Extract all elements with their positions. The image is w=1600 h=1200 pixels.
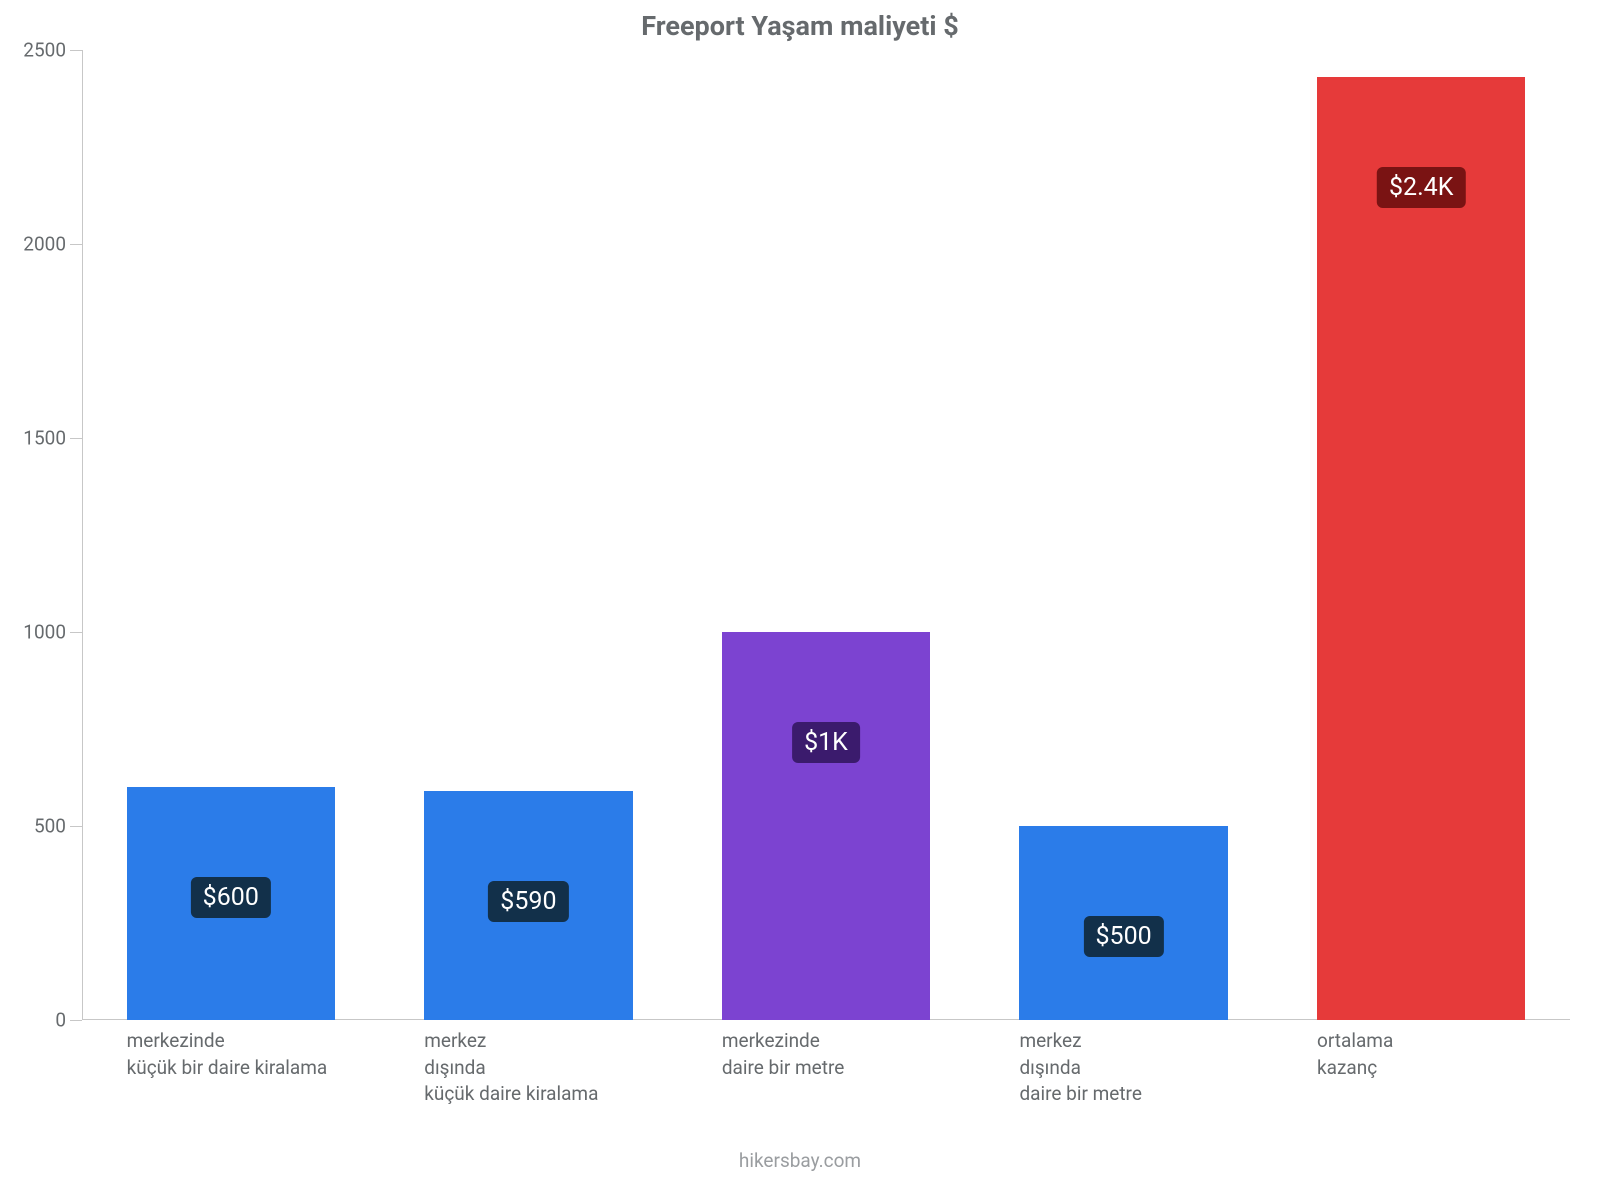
- bar-value-badge: $590: [488, 881, 568, 922]
- attribution-text: hikersbay.com: [0, 1149, 1600, 1172]
- x-category-label: merkezinde küçük bir daire kiralama: [127, 1028, 328, 1081]
- bar: $500: [1019, 826, 1227, 1020]
- y-tick-label: 1500: [23, 427, 82, 450]
- bar-value-badge: $600: [191, 877, 271, 918]
- y-tick-label: 2000: [23, 233, 82, 256]
- bar-value-badge: $2.4K: [1377, 167, 1465, 208]
- x-category-label: ortalama kazanç: [1317, 1028, 1393, 1081]
- bar: $590: [424, 791, 632, 1020]
- y-tick-label: 500: [34, 815, 82, 838]
- plot-area: 05001000150020002500$600$590$1K$500$2.4K: [82, 50, 1570, 1020]
- y-tick-label: 2500: [23, 39, 82, 62]
- y-axis-line: [82, 50, 83, 1020]
- chart-title: Freeport Yaşam maliyeti $: [0, 10, 1600, 42]
- x-category-label: merkez dışında daire bir metre: [1019, 1028, 1141, 1108]
- x-category-label: merkez dışında küçük daire kiralama: [424, 1028, 598, 1108]
- bar-value-badge: $1K: [792, 722, 860, 763]
- cost-of-living-bar-chart: Freeport Yaşam maliyeti $ 0 500 1000 1500 20…: [0, 0, 1600, 1200]
- bar: $600: [127, 787, 335, 1020]
- y-tick-label: 1000: [23, 621, 82, 644]
- bar: $1K: [722, 632, 930, 1020]
- x-category-label: merkezinde daire bir metre: [722, 1028, 844, 1081]
- bar-value-badge: $500: [1083, 916, 1163, 957]
- bar: $2.4K: [1317, 77, 1525, 1020]
- y-tick-label: 0: [55, 1009, 82, 1032]
